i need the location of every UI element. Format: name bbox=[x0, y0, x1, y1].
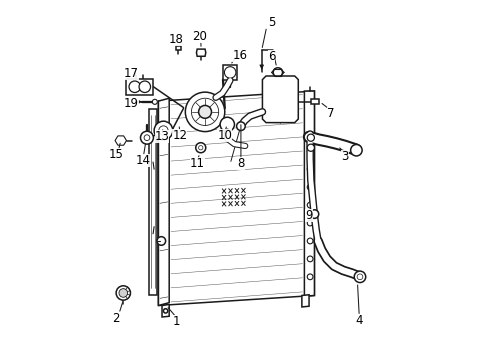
Circle shape bbox=[191, 98, 218, 126]
Bar bbox=[126, 79, 153, 95]
Circle shape bbox=[306, 148, 312, 154]
Circle shape bbox=[185, 92, 224, 132]
Circle shape bbox=[306, 144, 314, 151]
Text: 4: 4 bbox=[355, 314, 362, 327]
Bar bbox=[310, 99, 318, 104]
Polygon shape bbox=[301, 295, 308, 307]
Text: 11: 11 bbox=[189, 157, 204, 170]
Circle shape bbox=[309, 210, 318, 219]
Circle shape bbox=[356, 274, 362, 280]
Circle shape bbox=[129, 81, 140, 93]
Circle shape bbox=[198, 105, 211, 118]
Circle shape bbox=[224, 67, 235, 78]
Circle shape bbox=[306, 184, 312, 190]
Text: 7: 7 bbox=[326, 107, 334, 120]
Text: 18: 18 bbox=[168, 32, 183, 46]
Circle shape bbox=[152, 99, 157, 104]
Circle shape bbox=[350, 144, 362, 156]
Bar bbox=[149, 109, 157, 296]
Text: 8: 8 bbox=[237, 157, 244, 170]
Polygon shape bbox=[158, 98, 169, 306]
Polygon shape bbox=[158, 91, 314, 306]
Circle shape bbox=[267, 77, 273, 83]
Polygon shape bbox=[175, 46, 180, 50]
Circle shape bbox=[195, 143, 205, 153]
Circle shape bbox=[236, 122, 244, 131]
Circle shape bbox=[139, 81, 150, 93]
Text: 9: 9 bbox=[305, 210, 312, 222]
Polygon shape bbox=[162, 305, 169, 317]
Text: 2: 2 bbox=[111, 311, 119, 325]
Circle shape bbox=[144, 135, 149, 140]
Polygon shape bbox=[304, 91, 314, 296]
Text: 12: 12 bbox=[172, 129, 187, 142]
Text: 16: 16 bbox=[232, 49, 247, 62]
Polygon shape bbox=[196, 49, 205, 56]
Polygon shape bbox=[115, 136, 126, 145]
Text: 6: 6 bbox=[267, 50, 275, 63]
Circle shape bbox=[306, 134, 314, 141]
Circle shape bbox=[159, 126, 168, 135]
Circle shape bbox=[287, 77, 293, 83]
Circle shape bbox=[306, 256, 312, 262]
Text: 14: 14 bbox=[136, 154, 151, 167]
Circle shape bbox=[306, 166, 312, 172]
Text: 1: 1 bbox=[172, 315, 180, 328]
Circle shape bbox=[116, 286, 130, 300]
Circle shape bbox=[287, 116, 293, 121]
Text: 20: 20 bbox=[192, 30, 207, 43]
Text: 15: 15 bbox=[109, 148, 123, 161]
Circle shape bbox=[157, 237, 165, 245]
Circle shape bbox=[306, 274, 312, 280]
Circle shape bbox=[140, 131, 153, 144]
Circle shape bbox=[273, 68, 282, 77]
Text: 17: 17 bbox=[124, 67, 139, 80]
Circle shape bbox=[306, 220, 312, 226]
Circle shape bbox=[306, 202, 312, 208]
Circle shape bbox=[154, 121, 172, 140]
Circle shape bbox=[163, 309, 167, 313]
Text: 19: 19 bbox=[124, 98, 139, 111]
Text: 13: 13 bbox=[154, 130, 169, 144]
Text: 10: 10 bbox=[217, 129, 232, 142]
Polygon shape bbox=[262, 76, 298, 123]
Text: 3: 3 bbox=[341, 150, 348, 163]
Circle shape bbox=[119, 289, 127, 297]
Polygon shape bbox=[223, 65, 237, 80]
Circle shape bbox=[306, 238, 312, 244]
Circle shape bbox=[198, 145, 203, 150]
Circle shape bbox=[267, 116, 273, 121]
Text: 5: 5 bbox=[267, 16, 275, 29]
Circle shape bbox=[220, 117, 234, 132]
Circle shape bbox=[353, 271, 365, 283]
